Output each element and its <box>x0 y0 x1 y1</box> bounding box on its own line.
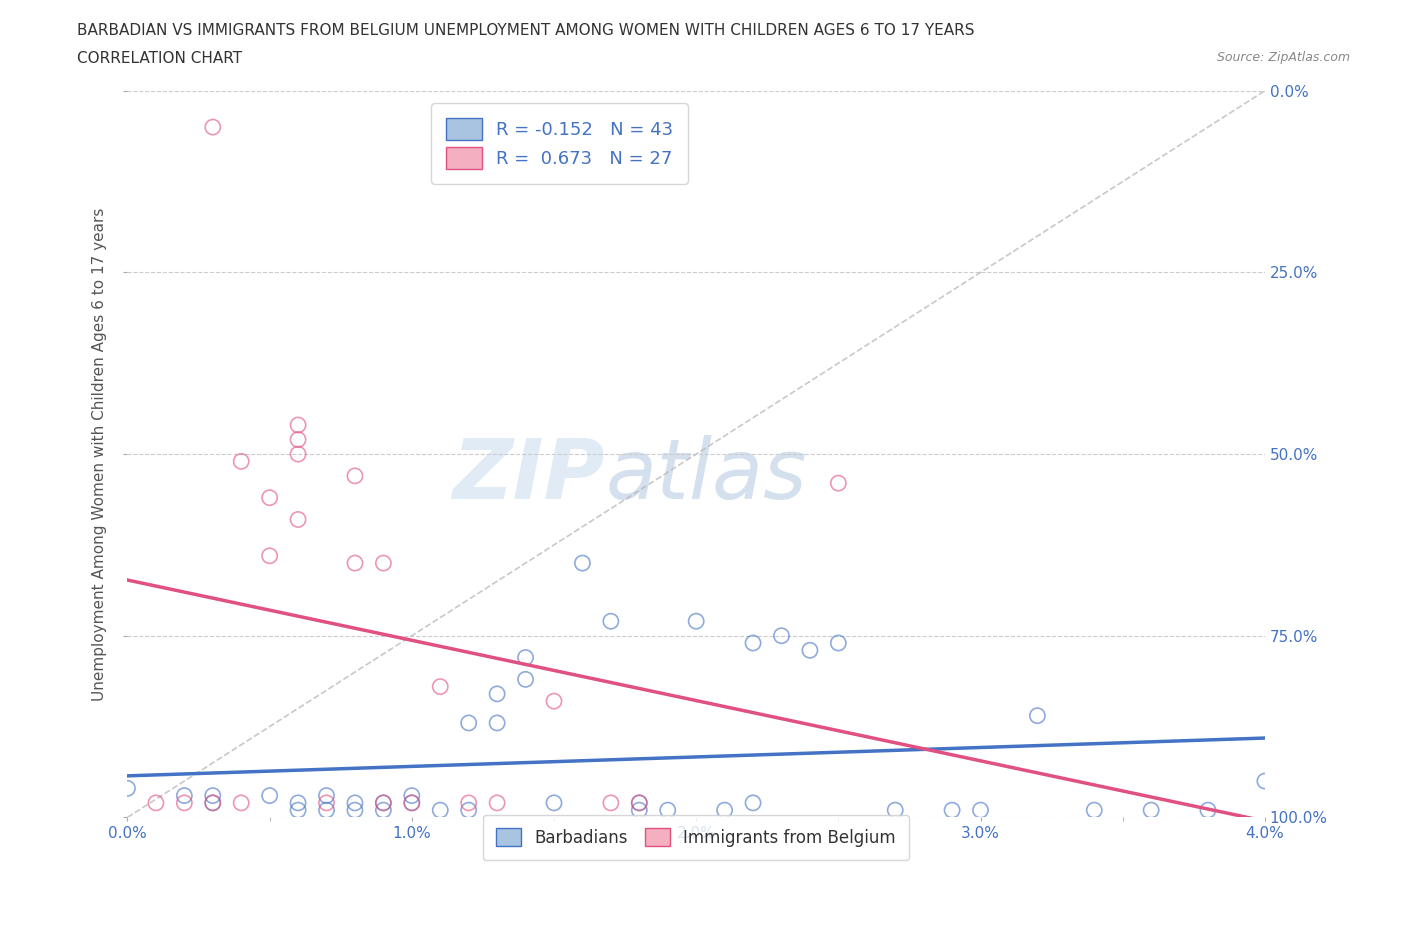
Point <box>173 795 195 810</box>
Point <box>373 803 395 817</box>
Point <box>628 803 651 817</box>
Point <box>343 803 366 817</box>
Point <box>884 803 907 817</box>
Point <box>1254 774 1277 789</box>
Point <box>343 469 366 484</box>
Point <box>201 795 224 810</box>
Point <box>287 512 309 527</box>
Point <box>315 795 337 810</box>
Point <box>1140 803 1163 817</box>
Point <box>742 635 765 650</box>
Point <box>628 795 651 810</box>
Point <box>401 788 423 803</box>
Point <box>201 795 224 810</box>
Point <box>401 795 423 810</box>
Point <box>201 788 224 803</box>
Point <box>515 671 537 686</box>
Text: Source: ZipAtlas.com: Source: ZipAtlas.com <box>1216 51 1350 64</box>
Point <box>287 795 309 810</box>
Point <box>287 418 309 432</box>
Point <box>373 555 395 570</box>
Point <box>742 795 765 810</box>
Point <box>685 614 707 629</box>
Point <box>827 476 849 491</box>
Point <box>1197 803 1219 817</box>
Point <box>287 432 309 447</box>
Text: atlas: atlas <box>605 435 807 516</box>
Point <box>373 795 395 810</box>
Point <box>770 629 793 644</box>
Point <box>799 643 821 658</box>
Point <box>401 795 423 810</box>
Point <box>287 446 309 461</box>
Point <box>259 788 281 803</box>
Point <box>429 803 451 817</box>
Point <box>315 803 337 817</box>
Point <box>373 795 395 810</box>
Point <box>543 795 565 810</box>
Point <box>457 803 479 817</box>
Point <box>457 715 479 730</box>
Point <box>343 795 366 810</box>
Point <box>287 803 309 817</box>
Text: CORRELATION CHART: CORRELATION CHART <box>77 51 242 66</box>
Point <box>259 490 281 505</box>
Point <box>1083 803 1105 817</box>
Legend: Barbadians, Immigrants from Belgium: Barbadians, Immigrants from Belgium <box>484 815 910 860</box>
Text: ZIP: ZIP <box>453 435 605 516</box>
Point <box>543 694 565 709</box>
Point <box>231 795 253 810</box>
Point <box>969 803 991 817</box>
Point <box>486 795 509 810</box>
Point <box>571 555 593 570</box>
Point <box>429 679 451 694</box>
Point <box>1026 709 1049 724</box>
Point <box>259 549 281 564</box>
Point <box>599 795 621 810</box>
Point <box>941 803 963 817</box>
Point <box>457 795 479 810</box>
Point <box>827 635 849 650</box>
Point <box>599 614 621 629</box>
Point <box>486 715 509 730</box>
Point <box>486 686 509 701</box>
Point <box>713 803 735 817</box>
Point <box>515 650 537 665</box>
Point <box>657 803 679 817</box>
Point <box>343 555 366 570</box>
Y-axis label: Unemployment Among Women with Children Ages 6 to 17 years: Unemployment Among Women with Children A… <box>93 207 107 701</box>
Point <box>231 454 253 469</box>
Point <box>628 795 651 810</box>
Point <box>145 795 167 810</box>
Text: BARBADIAN VS IMMIGRANTS FROM BELGIUM UNEMPLOYMENT AMONG WOMEN WITH CHILDREN AGES: BARBADIAN VS IMMIGRANTS FROM BELGIUM UNE… <box>77 23 974 38</box>
Point <box>315 788 337 803</box>
Point <box>117 781 139 796</box>
Point <box>173 788 195 803</box>
Point <box>201 120 224 135</box>
